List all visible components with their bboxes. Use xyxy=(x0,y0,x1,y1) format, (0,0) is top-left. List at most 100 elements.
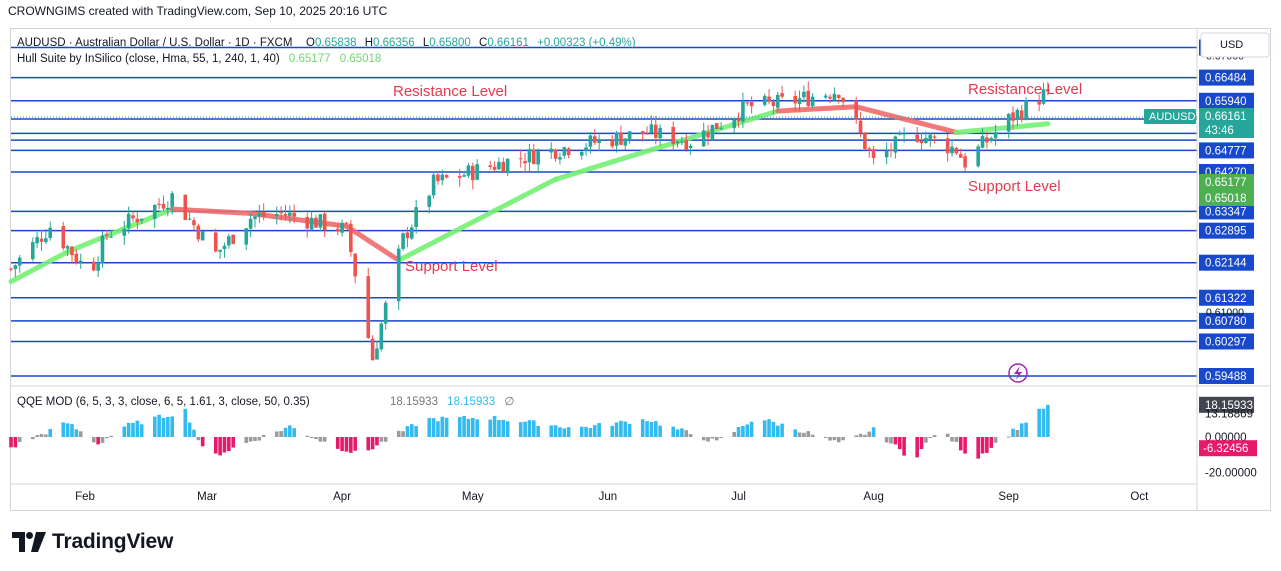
candle-body-42[interactable] xyxy=(261,211,266,217)
candle-body-129[interactable] xyxy=(797,98,802,105)
candle-body-7[interactable] xyxy=(48,227,53,239)
candle-body-28[interactable] xyxy=(183,194,188,220)
candle-body-155[interactable] xyxy=(954,147,959,154)
candle-body-103[interactable] xyxy=(640,131,645,135)
candle-body-113[interactable] xyxy=(701,130,706,147)
candle-body-97[interactable] xyxy=(597,139,601,144)
candle-body-109[interactable] xyxy=(675,141,680,144)
candle-body-47[interactable] xyxy=(292,212,296,217)
chart-svg[interactable]: AUDUSD · Australian Dollar / U.S. Dollar… xyxy=(0,0,1281,520)
candle-body-142[interactable] xyxy=(871,149,876,159)
candle-body-14[interactable] xyxy=(96,262,100,271)
candle-body-106[interactable] xyxy=(653,124,658,138)
candle-body-77[interactable] xyxy=(475,164,479,180)
candle-body-48[interactable] xyxy=(305,217,310,229)
candle-body-87[interactable] xyxy=(536,151,540,165)
candle-body-156[interactable] xyxy=(958,154,963,158)
candle-body-53[interactable] xyxy=(335,228,340,232)
candle-body-36[interactable] xyxy=(227,236,231,246)
candle-body-55[interactable] xyxy=(344,222,349,224)
candle-body-140[interactable] xyxy=(863,132,867,149)
candle-body-108[interactable] xyxy=(671,126,676,144)
candle-body-158[interactable] xyxy=(976,146,980,167)
candle-body-88[interactable] xyxy=(549,148,554,153)
candle-body-74[interactable] xyxy=(462,175,466,177)
candle-body-154[interactable] xyxy=(950,146,954,154)
candle-body-81[interactable] xyxy=(501,161,506,172)
candle-body-123[interactable] xyxy=(762,95,767,105)
candle-body-160[interactable] xyxy=(985,137,989,143)
candle-body-121[interactable] xyxy=(745,102,750,104)
candle-body-6[interactable] xyxy=(44,238,48,243)
candle-body-62[interactable] xyxy=(383,302,388,324)
candle-body-63[interactable] xyxy=(396,248,401,302)
candle-body-54[interactable] xyxy=(340,222,344,233)
candle-body-114[interactable] xyxy=(706,132,710,138)
qqe-legend[interactable]: QQE MOD (6, 5, 3, 3, close, 6, 5, 1.61, … xyxy=(17,396,310,408)
candle-body-99[interactable] xyxy=(614,132,619,146)
candle-body-136[interactable] xyxy=(836,95,841,98)
candle-body-95[interactable] xyxy=(588,135,593,147)
candle-body-149[interactable] xyxy=(919,140,924,144)
candle-body-111[interactable] xyxy=(684,139,689,150)
candle-body-83[interactable] xyxy=(518,158,523,160)
candle-body-124[interactable] xyxy=(767,96,771,102)
candle-body-119[interactable] xyxy=(736,119,741,122)
candle-body-13[interactable] xyxy=(91,261,96,271)
candle-body-70[interactable] xyxy=(436,174,440,182)
candle-body-166[interactable] xyxy=(1019,110,1024,120)
candle-body-165[interactable] xyxy=(1015,109,1020,120)
candle-body-150[interactable] xyxy=(924,138,928,143)
candle-body-59[interactable] xyxy=(370,338,375,361)
candle-body-89[interactable] xyxy=(553,149,558,159)
candle-body-159[interactable] xyxy=(980,136,985,148)
candle-body-32[interactable] xyxy=(200,231,205,241)
candle-body-60[interactable] xyxy=(375,348,379,360)
candle-body-76[interactable] xyxy=(471,165,475,181)
legend-indicator[interactable]: Hull Suite by InSilico (close, Hma, 55, … xyxy=(17,53,381,65)
candle-body-38[interactable] xyxy=(244,228,249,245)
candle-body-167[interactable] xyxy=(1024,100,1028,120)
candle-body-4[interactable] xyxy=(35,237,39,244)
candle-body-44[interactable] xyxy=(279,212,283,214)
candle-body-78[interactable] xyxy=(488,165,493,167)
candle-body-15[interactable] xyxy=(100,235,105,264)
candle-body-105[interactable] xyxy=(649,124,654,133)
candle-body-137[interactable] xyxy=(841,97,845,103)
candle-body-57[interactable] xyxy=(353,253,357,277)
candle-body-31[interactable] xyxy=(196,225,201,240)
candle-body-84[interactable] xyxy=(523,160,527,164)
candle-body-117[interactable] xyxy=(719,127,723,129)
candle-body-169[interactable] xyxy=(1041,89,1046,104)
candle-body-67[interactable] xyxy=(414,207,418,228)
candle-body-157[interactable] xyxy=(963,156,967,168)
candle-body-49[interactable] xyxy=(309,217,314,230)
candle-body-162[interactable] xyxy=(993,132,998,139)
candle-body-125[interactable] xyxy=(771,101,776,107)
candle-body-161[interactable] xyxy=(989,137,994,142)
candle-body-96[interactable] xyxy=(592,136,597,143)
candle-body-72[interactable] xyxy=(444,175,449,178)
candle-body-65[interactable] xyxy=(405,232,410,239)
candle-body-30[interactable] xyxy=(192,220,196,226)
candle-body-151[interactable] xyxy=(928,134,933,140)
candle-body-144[interactable] xyxy=(889,149,893,151)
candle-body-20[interactable] xyxy=(131,215,135,219)
candle-body-29[interactable] xyxy=(187,218,192,220)
candle-body-170[interactable] xyxy=(1046,89,1050,92)
candle-body-134[interactable] xyxy=(828,96,832,99)
candle-body-45[interactable] xyxy=(283,213,288,216)
candle-body-168[interactable] xyxy=(1037,100,1041,105)
candle-body-130[interactable] xyxy=(802,91,806,98)
candle-body-94[interactable] xyxy=(584,147,588,151)
candle-body-85[interactable] xyxy=(527,149,532,163)
candle-body-138[interactable] xyxy=(854,100,858,120)
candle-body-139[interactable] xyxy=(858,120,863,133)
legend-symbol[interactable]: AUDUSD · Australian Dollar / U.S. Dollar… xyxy=(17,37,292,49)
candle-body-101[interactable] xyxy=(623,138,628,146)
bolt-icon[interactable] xyxy=(1008,363,1028,383)
candle-body-146[interactable] xyxy=(897,133,902,135)
candle-body-19[interactable] xyxy=(126,213,131,228)
candle-body-152[interactable] xyxy=(932,136,937,138)
candle-body-163[interactable] xyxy=(1006,113,1011,132)
